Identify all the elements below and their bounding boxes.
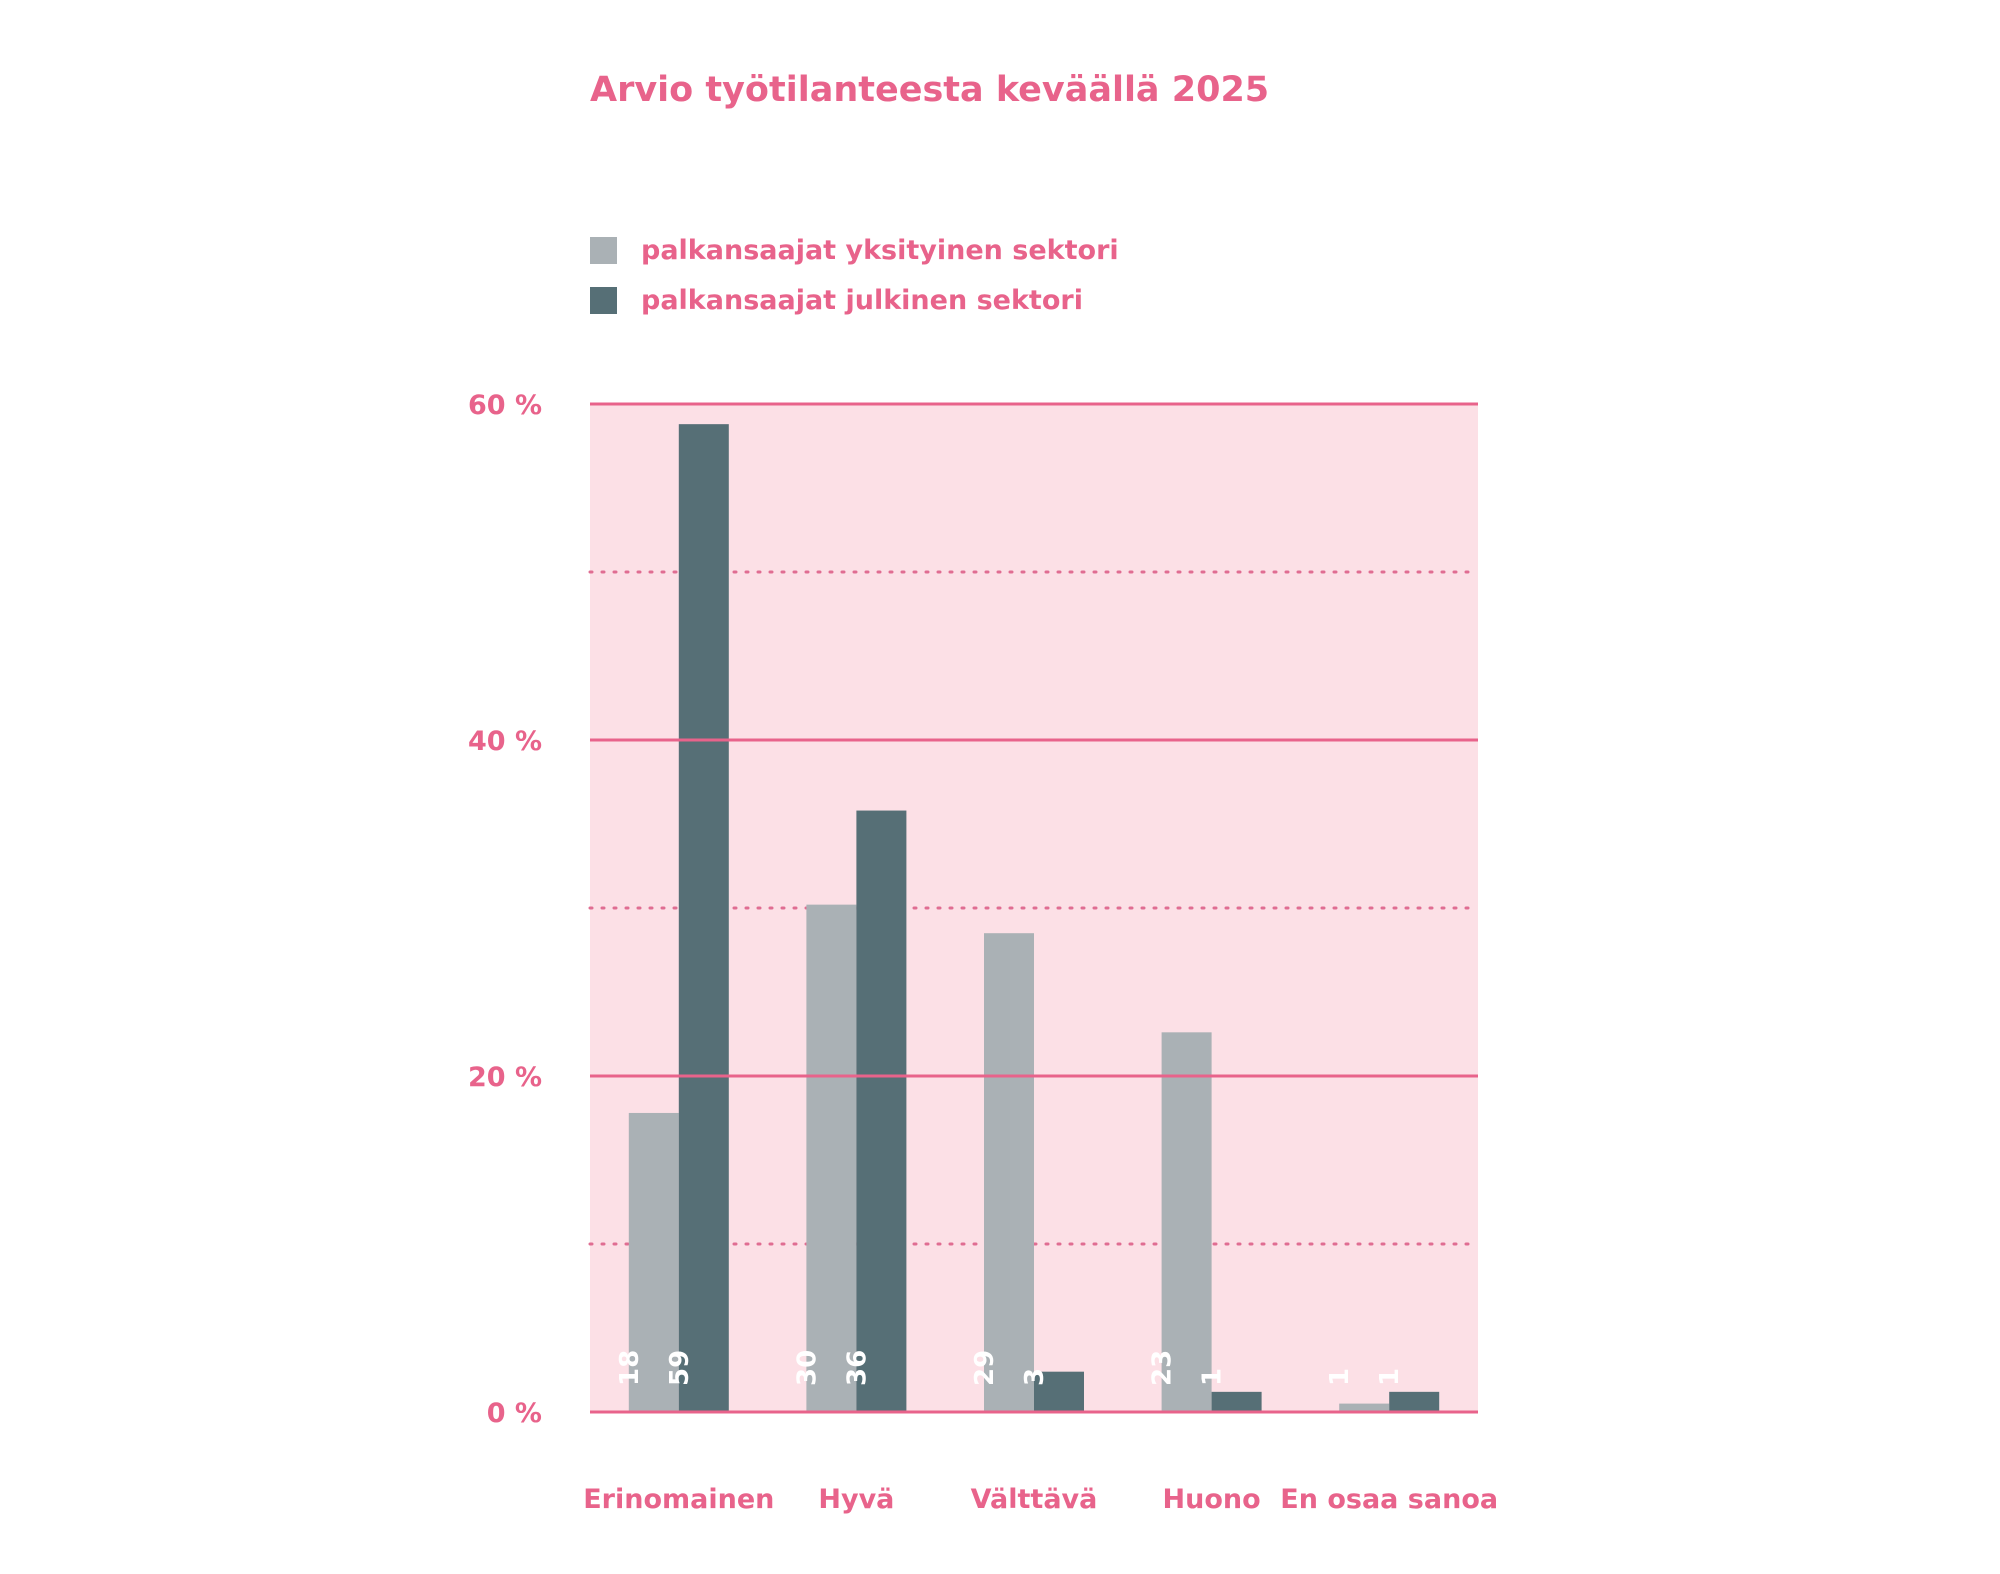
data-label: 23	[1148, 1350, 1178, 1386]
bar	[984, 933, 1034, 1412]
data-label: 30	[792, 1350, 822, 1386]
bar	[678, 424, 729, 1412]
bar	[1389, 1391, 1440, 1412]
bar	[1161, 1032, 1212, 1412]
y-tick-label: 20 %	[468, 1062, 542, 1093]
legend-label-private: palkansaajat yksityinen sektori	[641, 234, 1119, 266]
legend-item-public: palkansaajat julkinen sektori	[590, 275, 1119, 325]
y-tick-label: 60 %	[468, 390, 542, 421]
data-label: 1	[1198, 1368, 1228, 1386]
data-label: 36	[842, 1350, 872, 1386]
data-label: 59	[665, 1350, 695, 1386]
data-label: 29	[970, 1350, 1000, 1386]
data-label: 3	[1020, 1368, 1050, 1386]
bar	[1211, 1391, 1262, 1412]
bar	[628, 1112, 679, 1412]
data-label: 18	[615, 1350, 645, 1386]
legend-item-private: palkansaajat yksityinen sektori	[590, 225, 1119, 275]
legend-label-public: palkansaajat julkinen sektori	[641, 284, 1083, 316]
bar	[856, 810, 907, 1412]
legend-swatch-private	[590, 236, 617, 264]
y-tick-label: 40 %	[468, 726, 542, 757]
x-tick-label: Hyvä	[818, 1484, 894, 1515]
legend-swatch-public	[590, 286, 617, 314]
data-label: 1	[1325, 1368, 1355, 1386]
y-tick-label: 0 %	[487, 1398, 542, 1429]
chart-title: Arvio työtilanteesta keväällä 2025	[590, 70, 1270, 110]
x-tick-label: En osaa sanoa	[1280, 1484, 1498, 1515]
x-tick-label: Välttävä	[971, 1484, 1098, 1515]
bar	[1034, 1371, 1084, 1412]
bar	[806, 904, 857, 1412]
bar	[1339, 1403, 1390, 1412]
x-tick-label: Erinomainen	[583, 1484, 774, 1515]
data-label: 1	[1375, 1368, 1405, 1386]
x-tick-label: Huono	[1163, 1484, 1261, 1515]
legend: palkansaajat yksityinen sektori palkansa…	[590, 225, 1119, 325]
